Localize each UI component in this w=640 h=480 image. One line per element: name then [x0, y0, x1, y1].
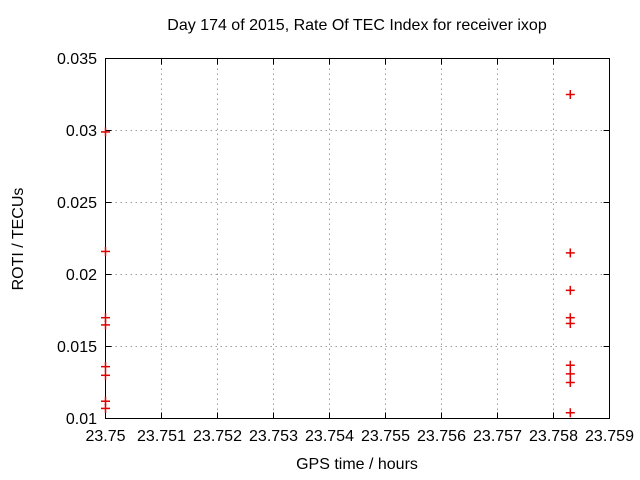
x-tick-label: 23.758	[529, 428, 578, 445]
x-tick-label: 23.756	[417, 428, 466, 445]
y-tick-label: 0.03	[66, 123, 97, 140]
x-tick-label: 23.75	[85, 428, 125, 445]
x-tick-label: 23.757	[473, 428, 522, 445]
y-tick-label: 0.015	[57, 339, 97, 356]
y-tick-label: 0.01	[66, 411, 97, 428]
x-tick-label: 23.755	[361, 428, 410, 445]
y-tick-label: 0.02	[66, 267, 97, 284]
x-tick-label: 23.753	[249, 428, 298, 445]
x-tick-label: 23.754	[305, 428, 354, 445]
plot-border	[105, 58, 610, 419]
x-tick-label: 23.751	[137, 428, 186, 445]
x-axis-title: GPS time / hours	[296, 456, 418, 473]
y-tick-label: 0.035	[57, 51, 97, 68]
y-tick-label: 0.025	[57, 195, 97, 212]
x-tick-label: 23.759	[585, 428, 634, 445]
x-tick-label: 23.752	[193, 428, 242, 445]
chart-title: Day 174 of 2015, Rate Of TEC Index for r…	[167, 17, 547, 34]
y-axis-title: ROTI / TECUs	[10, 187, 27, 291]
